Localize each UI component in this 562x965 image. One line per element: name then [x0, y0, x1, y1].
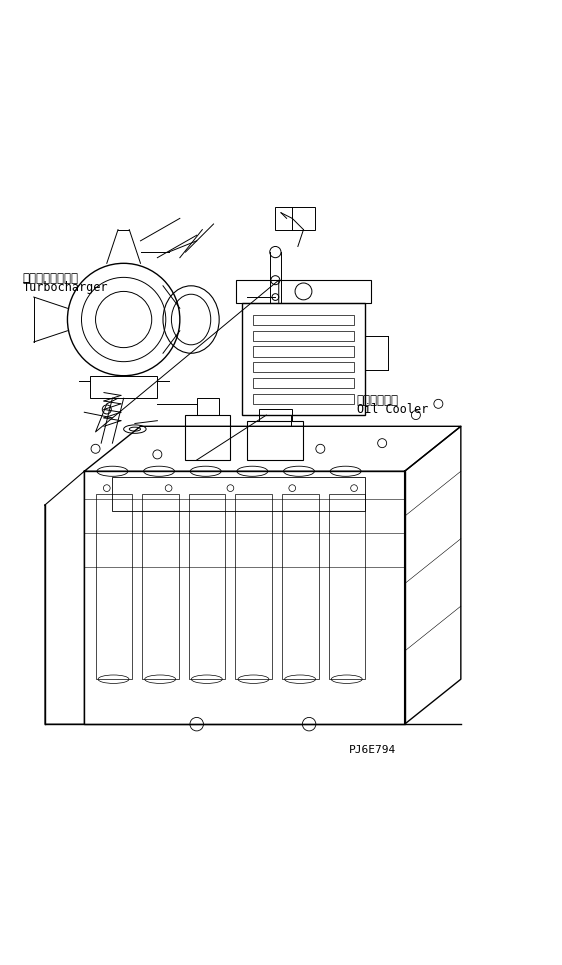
- Text: PJ6E794: PJ6E794: [348, 745, 396, 756]
- Bar: [90, 375, 157, 399]
- Bar: [253, 315, 354, 325]
- Bar: [235, 494, 272, 679]
- Bar: [247, 421, 303, 460]
- Bar: [142, 494, 179, 679]
- Text: オイルクーラ: オイルクーラ: [357, 394, 399, 407]
- Bar: [253, 378, 354, 388]
- Bar: [253, 346, 354, 357]
- Bar: [253, 394, 354, 403]
- Bar: [253, 331, 354, 341]
- Bar: [197, 399, 219, 415]
- Bar: [242, 303, 365, 415]
- Bar: [259, 409, 292, 421]
- Bar: [185, 415, 230, 460]
- Bar: [275, 207, 315, 230]
- Text: Turbocharger: Turbocharger: [22, 282, 108, 294]
- Bar: [253, 362, 354, 372]
- Bar: [236, 280, 371, 303]
- Text: Oil Cooler: Oil Cooler: [357, 403, 428, 416]
- Bar: [189, 494, 225, 679]
- Bar: [282, 494, 319, 679]
- Bar: [112, 477, 365, 510]
- Text: ターボチャージャ: ターボチャージャ: [22, 272, 79, 285]
- Bar: [96, 494, 132, 679]
- Bar: [329, 494, 365, 679]
